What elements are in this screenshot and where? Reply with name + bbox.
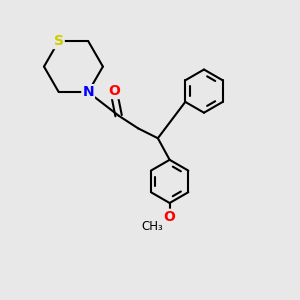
Text: N: N <box>82 85 94 99</box>
Text: O: O <box>164 210 176 224</box>
Text: O: O <box>109 84 121 98</box>
Text: S: S <box>54 34 64 48</box>
Text: CH₃: CH₃ <box>141 220 163 233</box>
